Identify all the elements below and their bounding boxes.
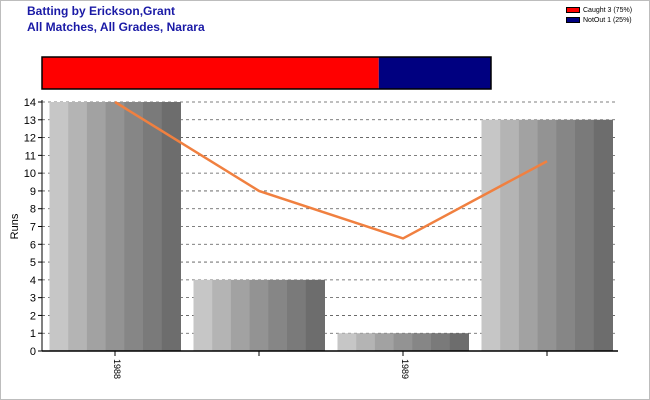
- y-tick-label: 8: [30, 204, 36, 216]
- bar-band: [575, 119, 595, 352]
- bar-band: [86, 102, 107, 351]
- bar-band: [193, 279, 213, 351]
- y-tick-label: 7: [30, 222, 36, 234]
- bar-band: [68, 102, 88, 351]
- bar-band: [593, 119, 613, 352]
- bar-band: [412, 333, 432, 351]
- bar-2: [193, 279, 325, 351]
- bar-band: [481, 119, 501, 352]
- legend-label-notout: NotOut 1 (25%): [583, 16, 632, 24]
- x-tick-label: 1988: [112, 359, 122, 379]
- bar-band: [230, 279, 251, 351]
- bar-band: [161, 102, 181, 351]
- bar-band: [393, 333, 413, 351]
- bar-band: [124, 102, 144, 351]
- trend-line: [114, 100, 548, 240]
- bar-band: [431, 333, 451, 351]
- bar-band: [143, 102, 163, 351]
- bar-band: [305, 279, 325, 351]
- chart-title-line1: Batting by Erickson,Grant: [27, 4, 176, 18]
- y-tick-label: 4: [30, 275, 36, 287]
- dismissal-segment-caught: [42, 57, 379, 89]
- y-tick-label: 1: [30, 328, 36, 340]
- y-tick-label: 3: [30, 293, 36, 305]
- x-tick-label: 1989: [400, 359, 410, 379]
- legend-label-caught: Caught 3 (75%): [583, 6, 633, 14]
- bar-band: [287, 279, 307, 351]
- bar-band: [556, 119, 576, 352]
- y-tick-label: 9: [30, 186, 36, 198]
- bar-band: [249, 279, 269, 351]
- bar-band: [449, 333, 469, 351]
- legend: Caught 3 (75%) NotOut 1 (25%): [566, 5, 632, 25]
- bar-band: [268, 279, 288, 351]
- y-tick-label: 13: [24, 115, 36, 127]
- legend-swatch-caught: [566, 7, 580, 13]
- bar-band: [105, 102, 125, 351]
- bar-band: [212, 279, 232, 351]
- bar-band: [337, 333, 357, 351]
- legend-item-notout: NotOut 1 (25%): [566, 15, 632, 25]
- y-tick-label: 14: [24, 97, 36, 109]
- y-tick-label: 5: [30, 257, 36, 269]
- y-tick-label: 6: [30, 239, 36, 251]
- dismissal-segment-notout: [378, 57, 491, 89]
- bar-band: [356, 333, 376, 351]
- bar-band: [374, 333, 395, 351]
- legend-item-caught: Caught 3 (75%): [566, 5, 632, 15]
- bar-band: [537, 119, 557, 352]
- chart-title-line2: All Matches, All Grades, Narara: [27, 20, 205, 34]
- y-tick-label: 0: [30, 346, 36, 358]
- y-tick-label: 11: [25, 150, 36, 162]
- bar-4: [481, 119, 613, 352]
- bar-band: [500, 119, 520, 352]
- bar-1: [49, 102, 181, 351]
- y-tick-label: 10: [24, 168, 36, 180]
- dismissal-bar-outline: [41, 56, 492, 90]
- y-tick-label: 12: [24, 133, 36, 145]
- y-tick-label: 2: [30, 310, 36, 322]
- legend-swatch-notout: [566, 17, 580, 23]
- bar-band: [518, 119, 539, 352]
- bar-3: [337, 333, 469, 351]
- y-axis-label: Runs: [9, 213, 21, 239]
- bar-band: [49, 102, 69, 351]
